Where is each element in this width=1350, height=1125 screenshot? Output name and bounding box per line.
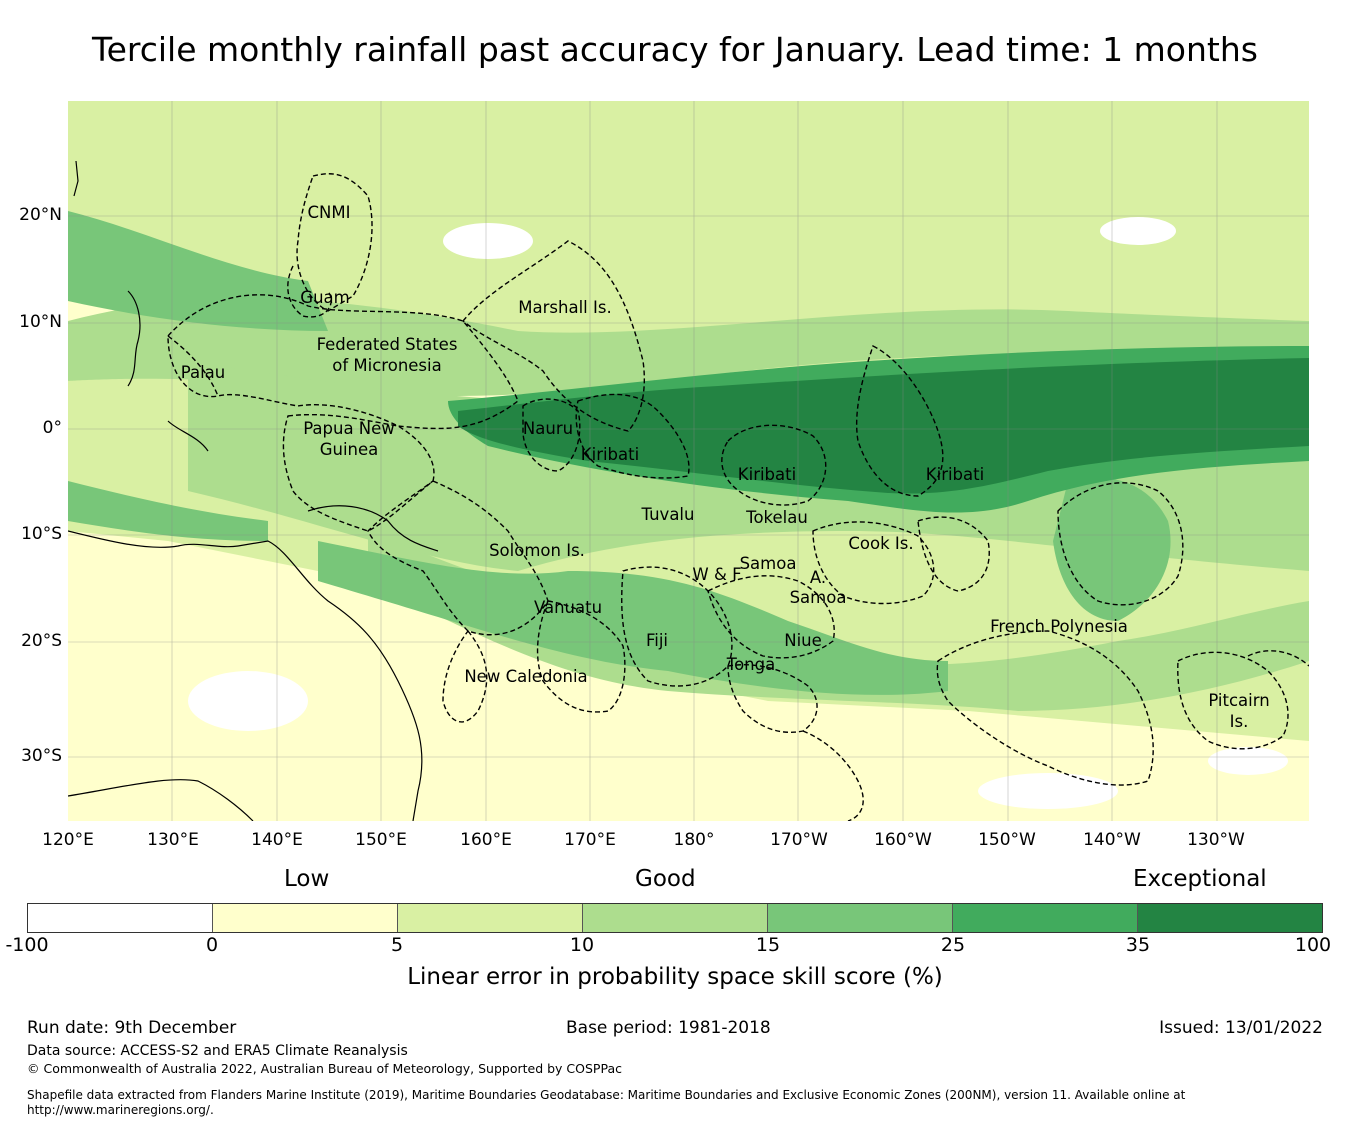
lat-tick-20s: 20°S: [21, 631, 62, 651]
colorbar-tick-35: 35: [1125, 934, 1151, 956]
region-label-fsm-1: Federated States: [316, 335, 458, 354]
region-label-new-caledonia: New Caledonia: [464, 667, 588, 686]
colorbar-segment-35-100: [1138, 904, 1322, 932]
skill-score-map[interactable]: [68, 101, 1309, 821]
lat-tick-0: 0°: [42, 418, 62, 438]
lon-tick-130w: 130°W: [1187, 830, 1245, 850]
lat-tick-20n: 20°N: [19, 205, 62, 225]
lon-tick-170w: 170°W: [770, 830, 828, 850]
lat-tick-30s: 30°S: [21, 746, 62, 766]
region-label-solomon: Solomon Is.: [489, 541, 585, 560]
region-label-niue: Niue: [784, 631, 822, 650]
region-label-marshall: Marshall Is.: [518, 298, 612, 317]
region-label-fiji: Fiji: [645, 631, 669, 650]
region-label-pitcairn-1: Pitcairn: [1208, 691, 1270, 710]
region-label-kiribati-phoenix: Kiribati: [737, 465, 797, 484]
data-source: Data source: ACCESS-S2 and ERA5 Climate …: [27, 1043, 408, 1059]
region-label-fsm-2: of Micronesia: [332, 356, 442, 375]
lon-tick-180: 180°: [673, 830, 715, 850]
lon-tick-160e: 160°E: [460, 830, 512, 850]
colorbar-tick-15: 15: [755, 934, 781, 956]
region-label-vanuatu: Vanuatu: [533, 598, 603, 617]
shapefile-credit-line2[interactable]: http://www.marineregions.org/.: [27, 1103, 214, 1117]
region-label-wallis-futuna: W & F: [692, 565, 742, 584]
region-label-nauru: Nauru: [522, 419, 574, 438]
colorbar-segment-10-15: [583, 904, 768, 932]
lon-tick-130e: 130°E: [147, 830, 199, 850]
colorbar-segment-15-25: [768, 904, 953, 932]
colorbar: [27, 903, 1323, 933]
region-label-french-polynesia: French Polynesia: [990, 617, 1128, 636]
lon-tick-120e: 120°E: [42, 830, 94, 850]
region-label-samoa: Samoa: [739, 554, 797, 573]
region-label-cnmi: CNMI: [307, 203, 351, 222]
colorbar-segment-neg100-0: [28, 904, 213, 932]
lon-tick-160w: 160°W: [874, 830, 932, 850]
colorbar-segment-5-10: [398, 904, 583, 932]
copyright: © Commonwealth of Australia 2022, Austra…: [27, 1061, 622, 1076]
issued-date: Issued: 13/01/2022: [1159, 1018, 1323, 1038]
region-label-kiribati-line: Kiribati: [925, 465, 985, 484]
region-label-tokelau: Tokelau: [746, 508, 808, 527]
shapefile-credit-line1: Shapefile data extracted from Flanders M…: [27, 1088, 1186, 1102]
colorbar-tick-0: 0: [205, 934, 219, 956]
colorbar-tick-100: 100: [1294, 934, 1332, 956]
lat-tick-10s: 10°S: [21, 524, 62, 544]
lon-tick-140e: 140°E: [251, 830, 303, 850]
region-label-american-samoa-1: A.: [809, 568, 827, 587]
colorbar-title: Linear error in probability space skill …: [407, 964, 943, 990]
region-label-cook: Cook Is.: [848, 534, 914, 553]
region-label-kiribati-gilbert: Kiribati: [580, 445, 640, 464]
lat-tick-10n: 10°N: [19, 312, 62, 332]
region-label-guam: Guam: [300, 288, 350, 307]
run-date: Run date: 9th December: [27, 1018, 237, 1038]
region-label-tuvalu: Tuvalu: [641, 505, 695, 524]
lon-tick-150e: 150°E: [355, 830, 407, 850]
colorbar-segment-25-35: [953, 904, 1138, 932]
legend-category-good: Good: [635, 866, 696, 892]
colorbar-tick-25: 25: [940, 934, 966, 956]
colorbar-tick-neg100: -100: [5, 934, 49, 956]
base-period: Base period: 1981-2018: [566, 1018, 771, 1038]
region-label-tonga: Tonga: [726, 655, 776, 674]
region-label-american-samoa-2: Samoa: [789, 588, 847, 607]
map-title: Tercile monthly rainfall past accuracy f…: [92, 30, 1258, 69]
legend-category-low: Low: [284, 866, 330, 892]
lon-tick-150w: 150°W: [978, 830, 1036, 850]
region-label-palau: Palau: [180, 363, 226, 382]
lon-tick-170e: 170°E: [564, 830, 616, 850]
map-canvas: [68, 101, 1309, 821]
region-label-png-2: Guinea: [319, 440, 379, 459]
region-label-pitcairn-2: Is.: [1229, 712, 1249, 731]
lon-tick-140w: 140°W: [1083, 830, 1141, 850]
colorbar-tick-5: 5: [390, 934, 404, 956]
region-label-png-1: Papua New: [303, 419, 395, 438]
colorbar-segment-0-5: [213, 904, 398, 932]
colorbar-tick-10: 10: [569, 934, 595, 956]
legend-category-exceptional: Exceptional: [1133, 866, 1267, 892]
